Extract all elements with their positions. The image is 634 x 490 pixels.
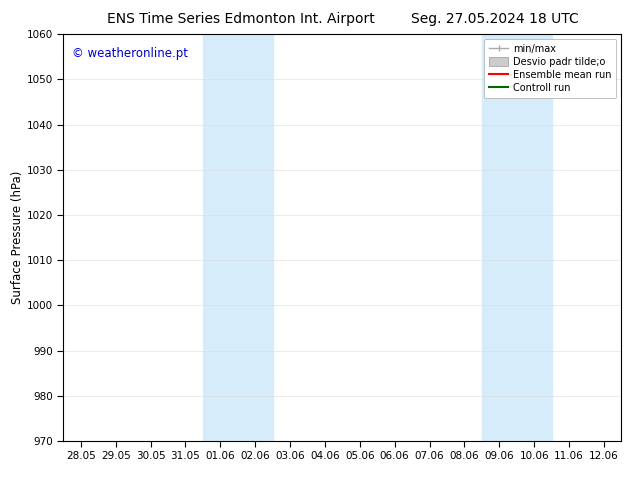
Text: ENS Time Series Edmonton Int. Airport: ENS Time Series Edmonton Int. Airport	[107, 12, 375, 26]
Bar	[482, 34, 552, 441]
Text: © weatheronline.pt: © weatheronline.pt	[72, 47, 188, 59]
Bar	[203, 34, 273, 441]
Y-axis label: Surface Pressure (hPa): Surface Pressure (hPa)	[11, 171, 24, 304]
Legend: min/max, Desvio padr tilde;o, Ensemble mean run, Controll run: min/max, Desvio padr tilde;o, Ensemble m…	[484, 39, 616, 98]
Text: Seg. 27.05.2024 18 UTC: Seg. 27.05.2024 18 UTC	[411, 12, 578, 26]
